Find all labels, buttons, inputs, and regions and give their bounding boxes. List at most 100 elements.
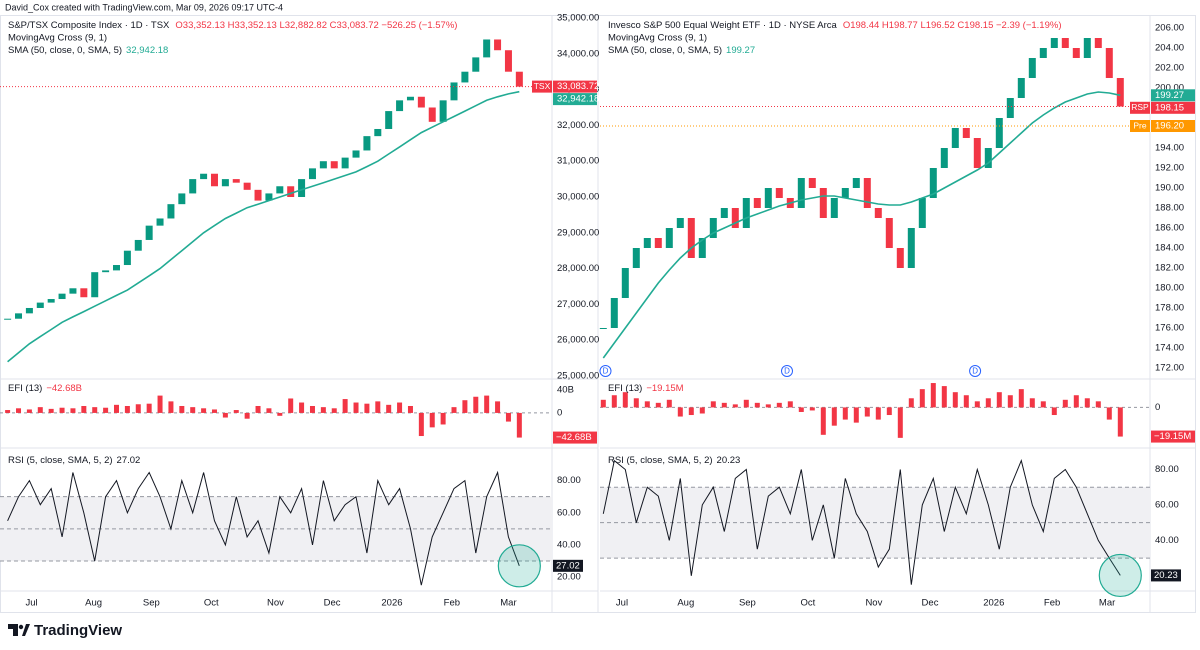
candle xyxy=(4,318,12,320)
efi-bar xyxy=(985,398,991,408)
chart-title: Invesco S&P 500 Equal Weight ETF · 1D · … xyxy=(608,20,1061,31)
efi-bar xyxy=(1040,401,1046,408)
efi-value: −19.15M xyxy=(646,383,683,394)
dividend-label: D xyxy=(603,367,609,376)
price-tag-label: 33,083.72 xyxy=(557,81,599,92)
symbol-title: Invesco S&P 500 Equal Weight ETF · 1D · … xyxy=(608,20,838,31)
candle xyxy=(698,238,706,258)
efi-bar xyxy=(732,404,738,408)
candle xyxy=(1028,58,1036,78)
candle xyxy=(775,188,783,198)
candle xyxy=(439,100,447,122)
dividend-marker xyxy=(969,365,982,377)
efi-bar xyxy=(70,408,76,413)
candle xyxy=(178,193,186,205)
efi-bar xyxy=(516,412,522,438)
rsi-value: 27.02 xyxy=(117,455,141,466)
ohlc: O33,352.13 H33,352.13 L32,882.82 C33,083… xyxy=(175,20,457,31)
y-tick-label: 192.00 xyxy=(1155,163,1184,174)
efi-bar xyxy=(429,412,435,428)
candle xyxy=(47,299,55,303)
efi-legend: EFI (13) −42.68B xyxy=(8,383,82,394)
candle xyxy=(830,198,838,218)
indicator-name: MovingAvg Cross (9, 1) xyxy=(8,33,107,44)
efi-bar xyxy=(710,401,716,408)
candle xyxy=(396,100,404,112)
x-tick-label: Nov xyxy=(267,598,284,609)
efi-bar xyxy=(831,407,837,426)
efi-bar xyxy=(809,407,815,411)
candle xyxy=(200,173,208,180)
candle xyxy=(189,179,197,194)
candle xyxy=(58,293,66,300)
candle xyxy=(156,218,164,226)
efi-bar xyxy=(331,408,337,413)
symbol-tag-label: TSX xyxy=(534,81,551,91)
y-tick-label: 30,000.00 xyxy=(557,192,599,203)
rsi-line xyxy=(7,470,520,586)
candle xyxy=(167,204,175,219)
x-tick-label: Mar xyxy=(1099,598,1115,609)
efi-bar xyxy=(92,407,98,413)
candle xyxy=(621,268,629,298)
efi-bar xyxy=(996,392,1002,408)
candle xyxy=(330,161,338,169)
efi-bar xyxy=(255,405,261,413)
efi-bar xyxy=(1084,398,1090,408)
efi-bar xyxy=(418,412,424,437)
efi-bar xyxy=(930,383,936,408)
efi-bar xyxy=(462,400,468,413)
x-tick-label: Feb xyxy=(444,598,460,609)
candle xyxy=(676,218,684,228)
y-tick-label: 31,000.00 xyxy=(557,156,599,167)
efi-bar xyxy=(699,407,705,414)
chart-title: S&P/TSX Composite Index · 1D · TSX O33,35… xyxy=(8,20,457,31)
sma-legend: SMA (50, close, 0, SMA, 5) 32,942.18 xyxy=(8,45,168,56)
indicator-name: MovingAvg Cross (9, 1) xyxy=(608,33,707,44)
rsi-tick-label: 40.00 xyxy=(557,539,581,550)
y-tick-label: 178.00 xyxy=(1155,303,1184,314)
candle xyxy=(984,148,992,168)
y-tick-label: 172.00 xyxy=(1155,363,1184,374)
efi-bar xyxy=(1007,395,1013,408)
candle xyxy=(1072,48,1080,58)
efi-bar xyxy=(473,396,479,413)
candle xyxy=(863,178,871,208)
candle xyxy=(221,179,229,187)
x-tick-label: Sep xyxy=(143,598,160,609)
efi-bar xyxy=(190,407,196,413)
efi-bar xyxy=(754,402,760,408)
candle xyxy=(363,136,371,151)
efi-bar xyxy=(820,407,826,435)
efi-bar xyxy=(600,399,606,408)
efi-tag xyxy=(1151,430,1195,443)
y-tick-label: 176.00 xyxy=(1155,323,1184,334)
efi-bar xyxy=(919,389,925,408)
highlight xyxy=(497,544,541,588)
x-tick-label: Dec xyxy=(324,598,341,609)
efi-bar xyxy=(721,402,727,408)
candle xyxy=(461,71,469,83)
rsi-tag xyxy=(1151,569,1181,582)
efi-bar xyxy=(677,407,683,417)
efi-bar xyxy=(908,398,914,408)
rsi-tag-label: 20.23 xyxy=(1154,570,1178,581)
y-tick-label: 29,000.00 xyxy=(557,227,599,238)
candle xyxy=(25,307,33,314)
rsi-name: RSI (5, close, SMA, 5, 2) xyxy=(608,455,713,466)
candle xyxy=(385,111,393,129)
efi-tag-label: −42.68B xyxy=(556,432,592,443)
x-tick-label: Sep xyxy=(739,598,756,609)
y-tick-label: 202.00 xyxy=(1155,63,1184,74)
rsi-tick-label: 60.00 xyxy=(557,507,581,518)
x-tick-label: Aug xyxy=(677,598,694,609)
y-tick-label: 200.00 xyxy=(1155,83,1184,94)
candle xyxy=(819,188,827,218)
candle xyxy=(210,173,218,187)
candle xyxy=(15,313,23,319)
efi-tag xyxy=(553,431,597,444)
efi-name: EFI (13) xyxy=(608,383,642,394)
efi-bar xyxy=(1117,407,1123,437)
rsi-value: 20.23 xyxy=(717,455,741,466)
